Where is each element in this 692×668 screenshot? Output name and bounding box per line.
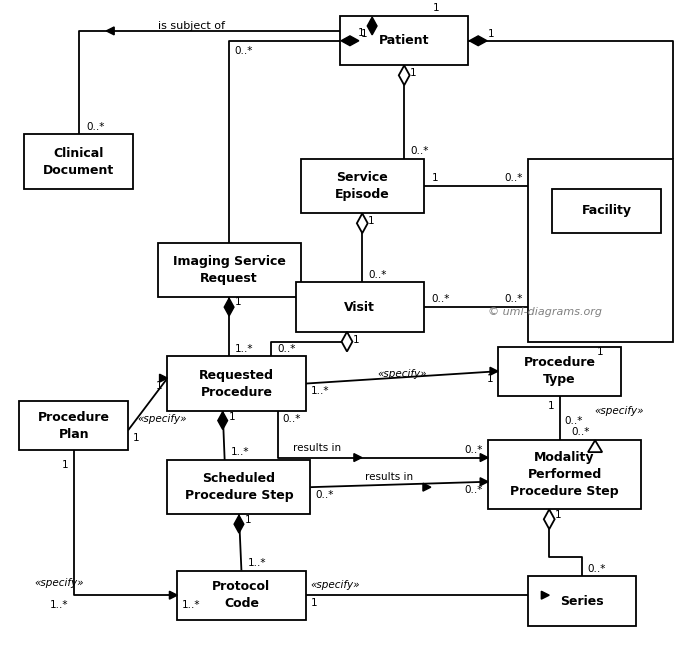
Text: «specify»: «specify» bbox=[594, 405, 644, 415]
Polygon shape bbox=[490, 367, 498, 375]
Text: is subject of: is subject of bbox=[158, 21, 225, 31]
Text: 1..*: 1..* bbox=[182, 600, 201, 610]
Polygon shape bbox=[107, 27, 114, 35]
Text: 1..*: 1..* bbox=[230, 447, 249, 457]
Text: 1: 1 bbox=[488, 29, 495, 39]
Text: 0..*: 0..* bbox=[368, 270, 387, 280]
Polygon shape bbox=[588, 440, 602, 452]
Text: Modality
Performed
Procedure Step: Modality Performed Procedure Step bbox=[510, 452, 619, 498]
Polygon shape bbox=[541, 591, 549, 599]
FancyBboxPatch shape bbox=[167, 357, 306, 411]
Text: 1: 1 bbox=[228, 411, 235, 422]
Text: 1: 1 bbox=[432, 174, 439, 184]
Text: 1: 1 bbox=[361, 29, 367, 39]
Text: Clinical
Document: Clinical Document bbox=[43, 146, 114, 176]
FancyBboxPatch shape bbox=[19, 401, 128, 450]
Text: Series: Series bbox=[560, 595, 603, 608]
Text: 1: 1 bbox=[245, 515, 251, 525]
Polygon shape bbox=[160, 374, 167, 382]
Text: «specify»: «specify» bbox=[377, 369, 426, 379]
Polygon shape bbox=[357, 213, 367, 233]
Polygon shape bbox=[367, 17, 377, 35]
Text: 1: 1 bbox=[486, 374, 493, 384]
FancyBboxPatch shape bbox=[24, 134, 133, 189]
FancyBboxPatch shape bbox=[300, 159, 424, 213]
Text: «specify»: «specify» bbox=[35, 578, 84, 589]
Text: 1: 1 bbox=[353, 335, 360, 345]
Polygon shape bbox=[480, 454, 488, 462]
Text: 1: 1 bbox=[410, 68, 417, 78]
Text: Protocol
Code: Protocol Code bbox=[212, 580, 271, 610]
Text: 0..*: 0..* bbox=[86, 122, 105, 132]
FancyBboxPatch shape bbox=[167, 460, 311, 514]
Text: 1..*: 1..* bbox=[235, 343, 253, 353]
Text: 0..*: 0..* bbox=[432, 294, 450, 304]
Polygon shape bbox=[234, 515, 244, 533]
Text: Visit: Visit bbox=[345, 301, 375, 313]
Text: 0..*: 0..* bbox=[565, 415, 583, 426]
Text: 0..*: 0..* bbox=[465, 484, 483, 494]
Text: 1..*: 1..* bbox=[247, 558, 266, 568]
Text: Facility: Facility bbox=[581, 204, 631, 218]
Text: 0..*: 0..* bbox=[410, 146, 428, 156]
Text: «specify»: «specify» bbox=[138, 413, 188, 424]
Text: 0..*: 0..* bbox=[316, 490, 334, 500]
Text: 1: 1 bbox=[555, 510, 562, 520]
Text: Patient: Patient bbox=[379, 34, 430, 47]
Text: 1: 1 bbox=[133, 434, 140, 444]
Text: 1: 1 bbox=[548, 401, 555, 411]
Text: 1..*: 1..* bbox=[311, 387, 329, 397]
Text: 1..*: 1..* bbox=[51, 600, 69, 610]
Polygon shape bbox=[170, 591, 177, 599]
FancyBboxPatch shape bbox=[158, 243, 300, 297]
Polygon shape bbox=[469, 36, 487, 45]
FancyBboxPatch shape bbox=[488, 440, 641, 510]
Text: 0..*: 0..* bbox=[504, 294, 522, 304]
Text: 1: 1 bbox=[235, 297, 242, 307]
FancyBboxPatch shape bbox=[498, 347, 621, 396]
Text: Procedure
Plan: Procedure Plan bbox=[38, 411, 110, 440]
Text: 1: 1 bbox=[62, 460, 69, 470]
Text: Requested
Procedure: Requested Procedure bbox=[199, 369, 274, 399]
Polygon shape bbox=[218, 411, 228, 430]
Text: results in: results in bbox=[365, 472, 413, 482]
FancyBboxPatch shape bbox=[295, 283, 424, 332]
Polygon shape bbox=[544, 510, 555, 529]
Text: 1: 1 bbox=[433, 3, 439, 13]
Polygon shape bbox=[480, 478, 488, 486]
FancyBboxPatch shape bbox=[552, 189, 661, 233]
Text: 0..*: 0..* bbox=[588, 564, 606, 574]
FancyBboxPatch shape bbox=[340, 16, 468, 65]
Text: Service
Episode: Service Episode bbox=[335, 171, 390, 201]
Polygon shape bbox=[354, 454, 362, 462]
Text: 1: 1 bbox=[368, 216, 375, 226]
Text: Imaging Service
Request: Imaging Service Request bbox=[173, 255, 286, 285]
Text: «specify»: «specify» bbox=[311, 580, 360, 591]
Text: Scheduled
Procedure Step: Scheduled Procedure Step bbox=[185, 472, 293, 502]
Polygon shape bbox=[423, 483, 431, 491]
Text: results in: results in bbox=[293, 443, 341, 453]
Text: 0..*: 0..* bbox=[283, 413, 301, 424]
Text: © uml-diagrams.org: © uml-diagrams.org bbox=[488, 307, 602, 317]
Text: 0..*: 0..* bbox=[234, 45, 253, 55]
FancyBboxPatch shape bbox=[177, 570, 306, 620]
Polygon shape bbox=[342, 332, 352, 351]
Polygon shape bbox=[224, 298, 234, 316]
Text: 0..*: 0..* bbox=[504, 174, 522, 184]
Polygon shape bbox=[399, 65, 410, 85]
Text: 1: 1 bbox=[311, 598, 317, 608]
Text: 0..*: 0..* bbox=[465, 445, 483, 455]
FancyBboxPatch shape bbox=[527, 576, 636, 626]
Text: 0..*: 0..* bbox=[572, 428, 590, 438]
Polygon shape bbox=[341, 36, 359, 45]
Text: 1: 1 bbox=[597, 347, 603, 357]
Text: Procedure
Type: Procedure Type bbox=[524, 356, 596, 386]
Text: 1: 1 bbox=[156, 381, 163, 391]
Text: 1: 1 bbox=[358, 28, 365, 38]
Text: 0..*: 0..* bbox=[277, 343, 295, 353]
